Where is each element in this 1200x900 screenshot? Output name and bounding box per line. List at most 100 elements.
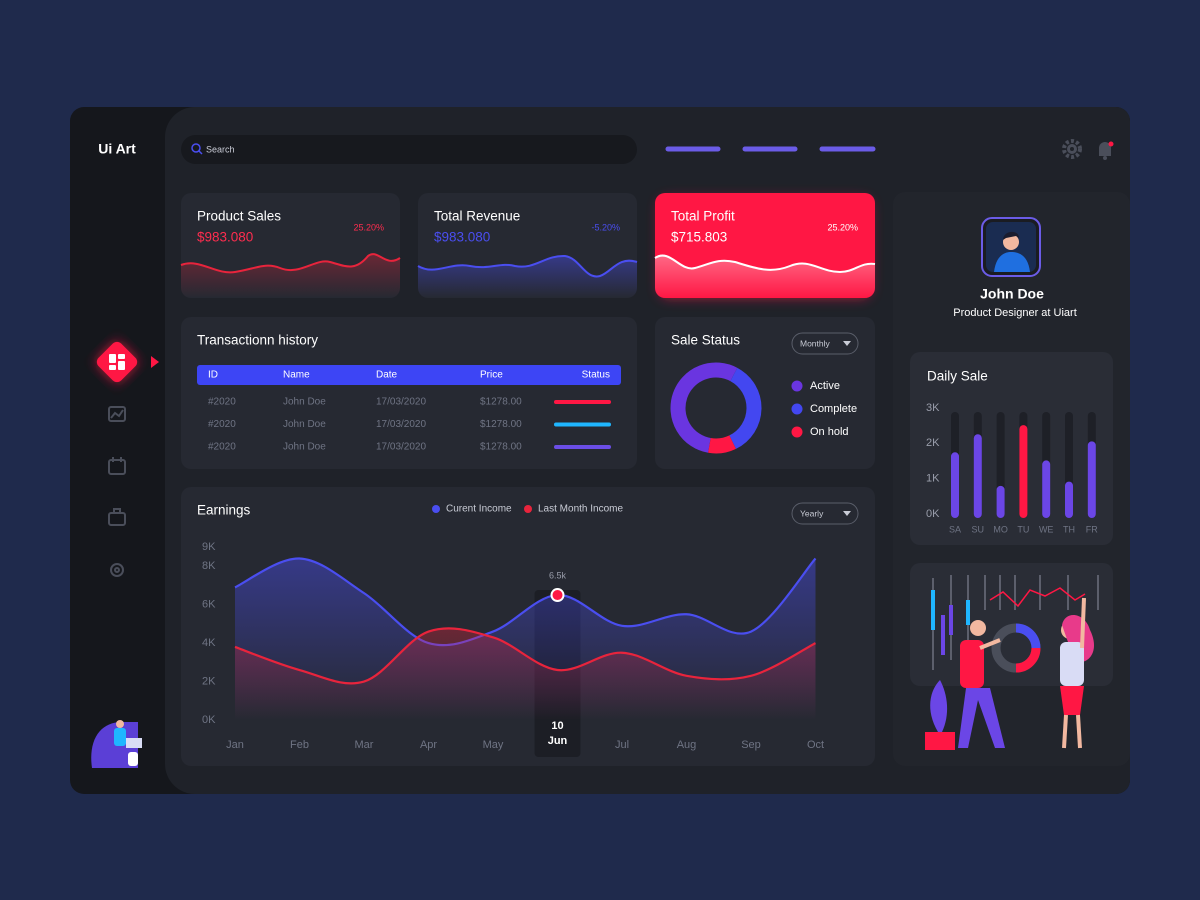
legend-swatch	[791, 426, 803, 438]
dropdown-caret	[843, 511, 851, 516]
kpi-card: Product Sales $983.080 25.20%	[180, 193, 401, 298]
y-tick-label: 6K	[202, 599, 216, 611]
nav-settings[interactable]	[110, 563, 124, 577]
table-cell: 17/03/2020	[376, 397, 426, 408]
x-tick-label: Mar	[355, 739, 374, 751]
x-tick-label: SA	[949, 524, 961, 534]
y-tick-label: 4K	[202, 637, 216, 649]
legend-swatch	[791, 403, 803, 415]
profile-role: Product Designer at Uiart	[953, 307, 1077, 319]
table-cell: John Doe	[283, 419, 326, 430]
nav-calendar[interactable]	[108, 457, 126, 475]
transactions-table: ID Name Date Price Status #2020 John Doe 17/03/…	[208, 370, 611, 453]
profile-name: John Doe	[980, 286, 1044, 302]
x-tick-label: MO	[993, 524, 1008, 534]
sale-status-donut: Active Complete On hold	[670, 362, 857, 454]
profile-avatar	[981, 217, 1041, 277]
active-pointer	[151, 356, 159, 368]
kpi-change: 25.20%	[353, 222, 384, 232]
period-dropdown[interactable]	[791, 502, 859, 525]
x-tick-label: SU	[972, 524, 985, 534]
sale-status-card	[655, 317, 875, 469]
y-tick-label: 3K	[926, 402, 940, 414]
series-area	[235, 628, 816, 720]
x-tick-label: TU	[1017, 524, 1029, 534]
period-dropdown[interactable]	[791, 332, 859, 355]
nav-analytics[interactable]	[108, 406, 126, 422]
table-cell: #2020	[208, 419, 236, 430]
table-cell: John Doe	[283, 397, 326, 408]
nav-dashboard[interactable]	[94, 339, 139, 384]
bar	[1042, 460, 1051, 518]
kpi-title: Product Sales	[197, 209, 281, 224]
table-cell: $1278.00	[480, 442, 522, 453]
kpi-title: Total Profit	[671, 209, 735, 224]
earnings-title: Earnings	[197, 503, 251, 518]
nav-briefcase[interactable]	[108, 508, 126, 526]
table-cell: $1278.00	[480, 419, 522, 430]
y-tick-label: 2K	[202, 675, 216, 687]
series-line	[234, 557, 817, 647]
earnings-chart: 0K 2K 4K 6K 8K 9K Jan Feb Mar Apr May Jun Jul Aug Sep O…	[202, 504, 824, 757]
kpi-change: -5.20%	[591, 222, 620, 232]
x-tick-label: Jul	[615, 739, 629, 751]
x-tick-label: May	[483, 739, 504, 751]
table-cell: 17/03/2020	[376, 442, 426, 453]
table-header: Price	[480, 370, 503, 381]
legend-swatch	[432, 505, 440, 513]
dashboard-icon	[109, 354, 125, 370]
notifications-button[interactable]	[1099, 141, 1114, 161]
daily-sale-card	[910, 352, 1113, 545]
table-header: ID	[208, 370, 218, 381]
table-cell: #2020	[208, 397, 236, 408]
table-header: Status	[582, 370, 610, 381]
series-line	[234, 627, 816, 685]
kpi-value: $715.803	[671, 230, 727, 245]
settings-button[interactable]	[1062, 139, 1082, 159]
x-tick-label: Feb	[290, 739, 309, 751]
x-tick-label: Apr	[420, 739, 437, 751]
dropdown-caret	[843, 341, 851, 346]
sale-status-title: Sale Status	[671, 333, 740, 348]
kpi-card-highlight: Total Profit $715.803 25.20%	[654, 193, 876, 298]
x-tick-label: Oct	[807, 739, 824, 751]
x-tick-label: Sep	[741, 739, 761, 751]
kpi-card: Total Revenue $983.080 -5.20%	[417, 193, 638, 298]
x-tick-label: TH	[1063, 524, 1075, 534]
x-tick-label: WE	[1039, 524, 1054, 534]
kpi-title: Total Revenue	[434, 209, 520, 224]
illustration	[925, 575, 1099, 750]
x-tick-label: Jan	[226, 739, 244, 751]
search-icon-handle	[198, 150, 203, 155]
legend-swatch	[791, 380, 803, 392]
daily-sale-chart: 0K 1K 2K 3K SA SU MO TU WE TH FR	[926, 402, 1098, 534]
donut-segment	[670, 362, 738, 453]
table-cell: $1278.00	[480, 397, 522, 408]
kpi-change: 25.20%	[827, 222, 858, 232]
table-cell: 17/03/2020	[376, 419, 426, 430]
y-tick-label: 1K	[926, 473, 940, 485]
dropdown-label: Monthly	[800, 338, 831, 348]
table-cell: #2020	[208, 442, 236, 453]
bar	[1065, 481, 1073, 518]
bar	[996, 485, 1005, 518]
kpi-value: $983.080	[434, 230, 490, 245]
highlight-day: 10	[551, 720, 563, 732]
y-tick-label: 8K	[202, 560, 216, 572]
sidebar-illustration	[91, 720, 142, 768]
y-tick-label: 0K	[202, 714, 216, 726]
search-box[interactable]	[181, 135, 637, 164]
legend-label: Active	[810, 380, 840, 392]
transactions-title: Transactionn history	[197, 333, 318, 348]
table-header: Date	[376, 370, 398, 381]
legend-swatch	[524, 505, 532, 513]
y-tick-label: 0K	[926, 508, 940, 520]
brand: Ui Art	[98, 141, 136, 157]
donut-segment	[729, 367, 762, 449]
bar	[973, 434, 982, 518]
x-tick-label: FR	[1086, 524, 1098, 534]
bar	[951, 452, 959, 518]
y-tick-label: 2K	[926, 437, 940, 449]
highlight-point	[550, 588, 565, 603]
